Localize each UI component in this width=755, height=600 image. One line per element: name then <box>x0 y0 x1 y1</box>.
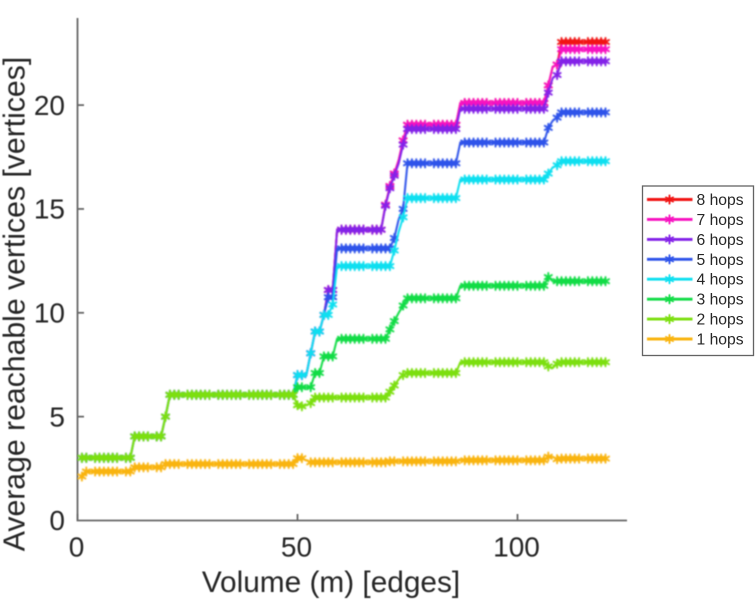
svg-text:0: 0 <box>49 505 65 536</box>
svg-text:Volume (m) [edges]: Volume (m) [edges] <box>202 566 460 599</box>
svg-text:Average reachable vertices [ve: Average reachable vertices [vertices] <box>0 57 32 551</box>
svg-text:4 hops: 4 hops <box>697 272 744 289</box>
svg-text:100: 100 <box>493 532 540 563</box>
svg-text:50: 50 <box>281 532 312 563</box>
svg-text:8 hops: 8 hops <box>697 192 744 209</box>
svg-text:10: 10 <box>34 298 65 329</box>
svg-text:0: 0 <box>69 532 85 563</box>
svg-text:20: 20 <box>34 90 65 121</box>
svg-text:15: 15 <box>34 194 65 225</box>
svg-text:1 hops: 1 hops <box>697 332 744 349</box>
svg-text:3 hops: 3 hops <box>697 292 744 309</box>
svg-text:5: 5 <box>49 401 65 432</box>
svg-text:6 hops: 6 hops <box>697 232 744 249</box>
svg-text:5 hops: 5 hops <box>697 252 744 269</box>
svg-text:7 hops: 7 hops <box>697 212 744 229</box>
svg-text:2 hops: 2 hops <box>697 312 744 329</box>
